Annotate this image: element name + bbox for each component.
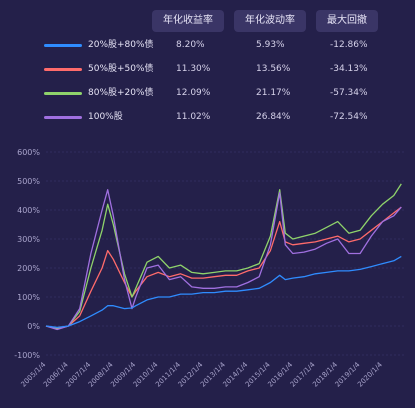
table-row: 80%股+20%债 12.09% 21.17% -57.34% xyxy=(0,82,415,104)
x-axis: 2005/1/42006/1/42007/1/42008/1/42009/1/4… xyxy=(20,360,385,388)
series-line xyxy=(45,189,402,331)
y-tick-label: 200% xyxy=(17,264,40,273)
table-row: 20%股+80%债 8.20% 5.93% -12.86% xyxy=(0,34,415,56)
x-tick-label: 2020/1/4 xyxy=(356,360,384,388)
annual-return-value: 11.30% xyxy=(176,64,211,74)
max-drawdown-value: -72.54% xyxy=(330,112,368,122)
series-name: 100%股 xyxy=(88,112,123,122)
series-name: 20%股+80%债 xyxy=(88,40,154,50)
annual-return-value: 11.02% xyxy=(176,112,211,122)
legend-swatch xyxy=(44,92,82,95)
series-line xyxy=(45,206,402,329)
annual-volatility-value: 5.93% xyxy=(256,40,285,50)
y-tick-label: -100% xyxy=(14,351,40,360)
y-axis: 600% 500% 400% 300% 200% 100% 0% -100% xyxy=(14,148,40,360)
y-tick-label: 0% xyxy=(27,322,40,331)
y-tick-label: 600% xyxy=(17,148,40,157)
annual-return-value: 12.09% xyxy=(176,88,211,98)
table-row: 50%股+50%债 11.30% 13.56% -34.13% xyxy=(0,58,415,80)
header-max-drawdown: 最大回撤 xyxy=(316,10,378,32)
series-name: 50%股+50%债 xyxy=(88,64,154,74)
y-tick-label: 500% xyxy=(17,177,40,186)
legend-swatch xyxy=(44,44,82,47)
legend-swatch xyxy=(44,68,82,71)
legend-swatch xyxy=(44,116,82,119)
series-lines xyxy=(45,183,402,331)
header-annual-return: 年化收益率 xyxy=(152,10,224,32)
stats-table: 年化收益率 年化波动率 最大回撤 20%股+80%债 8.20% 5.93% -… xyxy=(0,0,415,140)
y-tick-label: 400% xyxy=(17,206,40,215)
series-line xyxy=(45,255,402,329)
table-row: 100%股 11.02% 26.84% -72.54% xyxy=(0,106,415,128)
series-line xyxy=(45,183,402,330)
y-tick-label: 300% xyxy=(17,235,40,244)
annual-volatility-value: 26.84% xyxy=(256,112,291,122)
annual-return-value: 8.20% xyxy=(176,40,205,50)
series-name: 80%股+20%债 xyxy=(88,88,154,98)
max-drawdown-value: -34.13% xyxy=(330,64,368,74)
y-tick-label: 100% xyxy=(17,293,40,302)
header-annual-volatility: 年化波动率 xyxy=(234,10,306,32)
annual-volatility-value: 21.17% xyxy=(256,88,291,98)
max-drawdown-value: -12.86% xyxy=(330,40,368,50)
annual-volatility-value: 13.56% xyxy=(256,64,291,74)
max-drawdown-value: -57.34% xyxy=(330,88,368,98)
